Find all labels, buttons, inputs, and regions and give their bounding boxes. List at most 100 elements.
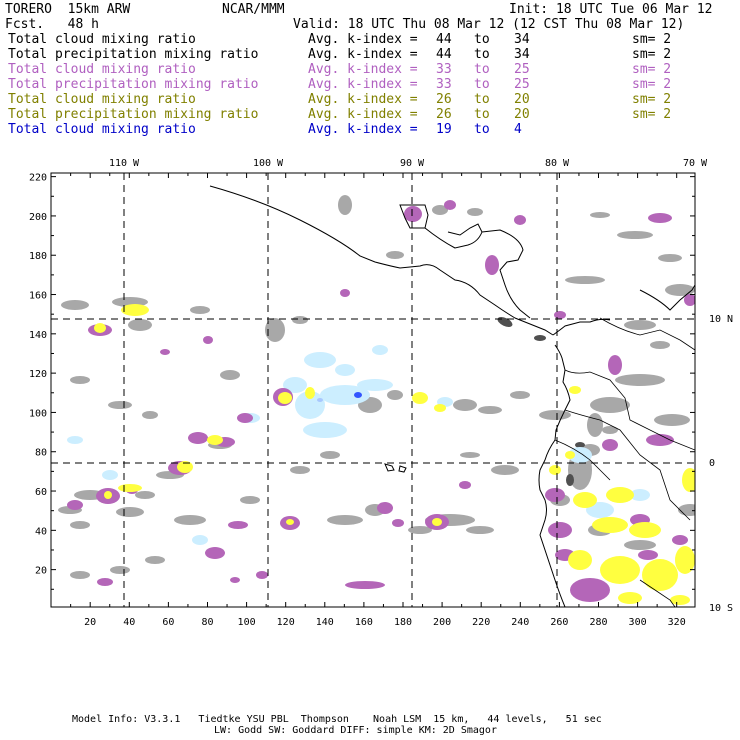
x-tick-label: 100 [238, 617, 256, 628]
y-tick-label: 40 [35, 526, 47, 537]
legend-to: 20 [514, 107, 530, 122]
legend-index-label: Avg. k-index = [308, 77, 418, 92]
x-tick-label: 200 [433, 617, 451, 628]
legend-row: Total cloud mixing ratio Avg. k-index = 19… [8, 122, 733, 137]
y-tick-label: 20 [35, 566, 47, 577]
legend-index-label: Avg. k-index = [308, 122, 418, 137]
legend-row: Total cloud mixing ratio Avg. k-index = 33… [8, 62, 733, 77]
legend-sm: sm= 2 [632, 62, 672, 77]
legend-to: 4 [514, 122, 522, 137]
legend-field: Total cloud mixing ratio [8, 62, 196, 77]
x-tick-label: 160 [355, 617, 373, 628]
init-time: Init: 18 UTC Tue 06 Mar 12 [509, 2, 713, 17]
longitude-label: 70 W [683, 158, 708, 169]
legend-from: 33 [436, 77, 452, 92]
legend-field: Total cloud mixing ratio [8, 92, 196, 107]
legend-to-word: to [474, 122, 490, 137]
latitude-label: 10 N [709, 314, 733, 325]
legend-to: 34 [514, 32, 530, 47]
y-tick-label: 180 [29, 251, 47, 262]
country-borders [554, 317, 695, 607]
legend-from: 44 [436, 47, 452, 62]
forecast-hour: Fcst. 48 h [5, 17, 99, 32]
dense-cloud-strip [497, 317, 585, 486]
plot-frame [50, 172, 696, 608]
y-tick-label: 60 [35, 487, 47, 498]
legend-field: Total cloud mixing ratio [8, 122, 196, 137]
legend-index-label: Avg. k-index = [308, 62, 418, 77]
x-tick-label: 60 [162, 617, 174, 628]
y-tick-label: 140 [29, 330, 47, 341]
x-tick-label: 80 [201, 617, 213, 628]
x-tick-label: 140 [316, 617, 334, 628]
legend-row: Total precipitation mixing ratio Avg. k-i… [8, 47, 733, 62]
legend-sm: sm= 2 [632, 47, 672, 62]
legend-from: 19 [436, 122, 452, 137]
legend-to-word: to [474, 47, 490, 62]
k-index-light-blue-core [317, 398, 323, 402]
legend-sm: sm= 2 [632, 92, 672, 107]
y-tick-label: 100 [29, 408, 47, 419]
legend-index-label: Avg. k-index = [308, 92, 418, 107]
legend-to-word: to [474, 32, 490, 47]
legend-from: 26 [436, 107, 452, 122]
k-index-blue-core [354, 392, 362, 398]
legend-from: 26 [436, 92, 452, 107]
legend-field: Total precipitation mixing ratio [8, 107, 259, 122]
y-tick-label: 200 [29, 212, 47, 223]
legend-row: Total cloud mixing ratio Avg. k-index = 26… [8, 92, 733, 107]
y-tick-label: 120 [29, 369, 47, 380]
latitude-label: 10 S [709, 603, 733, 614]
legend-sm: sm= 2 [632, 107, 672, 122]
cloud-mixing-cyan-areas [67, 345, 650, 545]
x-tick-label: 180 [394, 617, 412, 628]
x-tick-label: 260 [550, 617, 568, 628]
cloud-mixing-yellow-areas [94, 304, 695, 605]
organization-label: NCAR/MMM [222, 2, 285, 17]
legend-to: 25 [514, 62, 530, 77]
legend-to: 20 [514, 92, 530, 107]
legend-to-word: to [474, 77, 490, 92]
legend-to-word: to [474, 62, 490, 77]
legend-index-label: Avg. k-index = [308, 47, 418, 62]
axis-ticks [51, 173, 695, 607]
legend-index-label: Avg. k-index = [308, 32, 418, 47]
legend-from: 44 [436, 32, 452, 47]
legend-sm: sm= 2 [632, 77, 672, 92]
x-tick-label: 240 [511, 617, 529, 628]
x-tick-label: 40 [123, 617, 135, 628]
legend-to: 25 [514, 77, 530, 92]
legend-from: 33 [436, 62, 452, 77]
x-tick-label: 320 [668, 617, 686, 628]
y-tick-label: 160 [29, 291, 47, 302]
longitude-label: 80 W [545, 158, 570, 169]
legend-row: Total precipitation mixing ratio Avg. k-i… [8, 107, 733, 122]
legend-row: Total precipitation mixing ratio Avg. k-i… [8, 77, 733, 92]
valid-time: Valid: 18 UTC Thu 08 Mar 12 (12 CST Thu … [293, 17, 685, 32]
model-title: TORERO 15km ARW [5, 2, 131, 17]
x-tick-label: 20 [84, 617, 96, 628]
legend-to: 34 [514, 47, 530, 62]
model-info-line2: LW: Godd SW: Goddard DIFF: simple KM: 2D… [214, 725, 497, 736]
x-tick-label: 280 [589, 617, 607, 628]
y-tick-label: 80 [35, 448, 47, 459]
longitude-label: 110 W [109, 158, 140, 169]
x-tick-label: 220 [472, 617, 490, 628]
legend-to-word: to [474, 107, 490, 122]
legend-field: Total precipitation mixing ratio [8, 47, 259, 62]
legend-index-label: Avg. k-index = [308, 107, 418, 122]
y-tick-label: 220 [29, 173, 47, 184]
legend-row: Total cloud mixing ratio Avg. k-index = 44… [8, 32, 733, 47]
legend-field: Total precipitation mixing ratio [8, 77, 259, 92]
x-tick-label: 120 [277, 617, 295, 628]
x-tick-label: 300 [629, 617, 647, 628]
legend-sm: sm= 2 [632, 32, 672, 47]
map-plot-area [51, 173, 695, 607]
model-info-line1: Model Info: V3.3.1 Tiedtke YSU PBL Thomp… [72, 714, 602, 725]
axis-labels: 220 200 180 160 140 120 100 80 60 40 20 20 40 60 80 100… [29, 158, 733, 628]
latitude-label: 0 [709, 458, 715, 469]
longitude-label: 100 W [253, 158, 284, 169]
lat-lon-grid [51, 173, 695, 607]
legend-field: Total cloud mixing ratio [8, 32, 196, 47]
